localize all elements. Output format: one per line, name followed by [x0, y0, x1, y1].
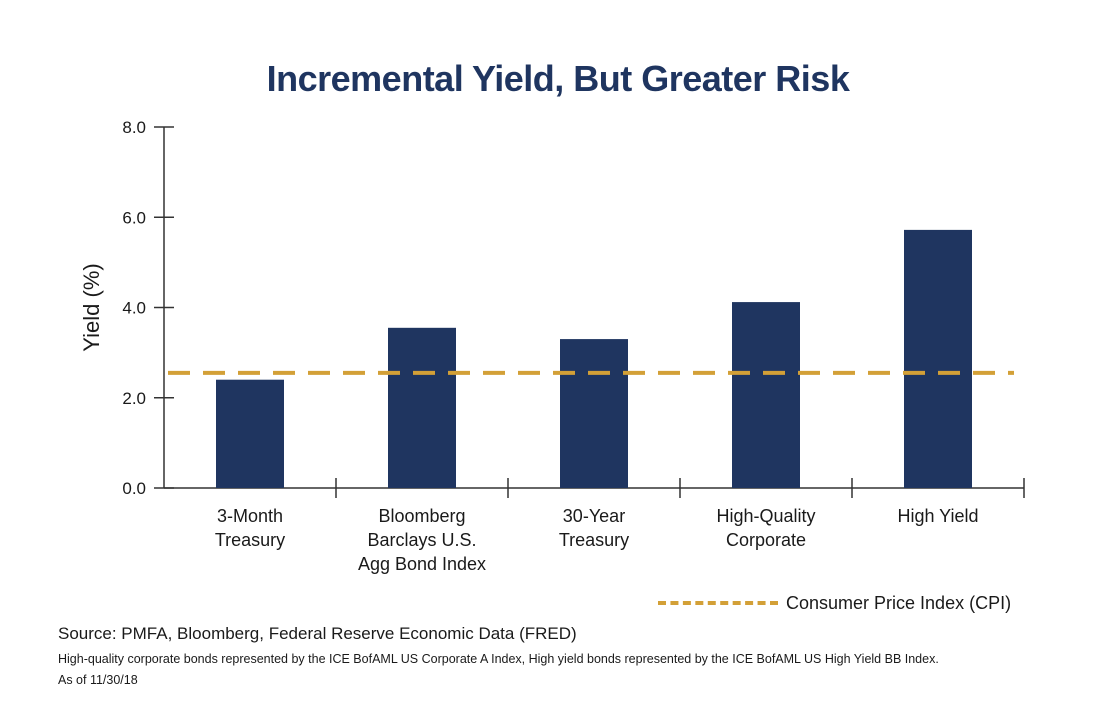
- x-category-label: 30-Year Treasury: [559, 506, 629, 550]
- y-tick-label: 6.0: [122, 208, 146, 227]
- x-category-label: Bloomberg Barclays U.S. Agg Bond Index: [358, 506, 486, 574]
- x-category-label-line: Agg Bond Index: [358, 554, 486, 574]
- x-category-label-line: 30-Year: [563, 506, 625, 526]
- legend-cpi-label: Consumer Price Index (CPI): [786, 592, 1012, 613]
- footnote-text: High-quality corporate bonds represented…: [58, 652, 939, 666]
- bar: [732, 302, 800, 488]
- bar: [904, 229, 972, 488]
- x-category-label-line: 3-Month: [217, 506, 283, 526]
- bar: [216, 379, 284, 488]
- bar: [388, 327, 456, 488]
- x-category-label-line: Bloomberg: [378, 506, 465, 526]
- x-category-label-line: Treasury: [215, 530, 285, 550]
- bar: [560, 339, 628, 488]
- legend: Consumer Price Index (CPI): [658, 590, 1011, 616]
- y-tick-label: 4.0: [122, 299, 146, 318]
- x-category-label: High Yield: [897, 506, 978, 526]
- y-tick-label: 2.0: [122, 389, 146, 408]
- x-category-label: High-Quality Corporate: [716, 506, 815, 550]
- y-tick-label: 8.0: [122, 118, 146, 137]
- as-of-date: As of 11/30/18: [58, 673, 138, 687]
- x-category-label-line: Barclays U.S.: [367, 530, 476, 550]
- legend-cpi-swatch: [658, 601, 778, 605]
- x-category-label: 3-Month Treasury: [215, 506, 285, 550]
- x-category-label-line: Treasury: [559, 530, 629, 550]
- bars: [216, 229, 972, 488]
- y-axis-label: Yield (%): [79, 263, 104, 351]
- x-category-label-line: High-Quality: [716, 506, 815, 526]
- x-category-label-line: Corporate: [726, 530, 806, 550]
- y-tick-label: 0.0: [122, 479, 146, 498]
- chart-title: Incremental Yield, But Greater Risk: [266, 58, 850, 99]
- source-text: Source: PMFA, Bloomberg, Federal Reserve…: [58, 624, 577, 643]
- x-category-label-line: High Yield: [897, 506, 978, 526]
